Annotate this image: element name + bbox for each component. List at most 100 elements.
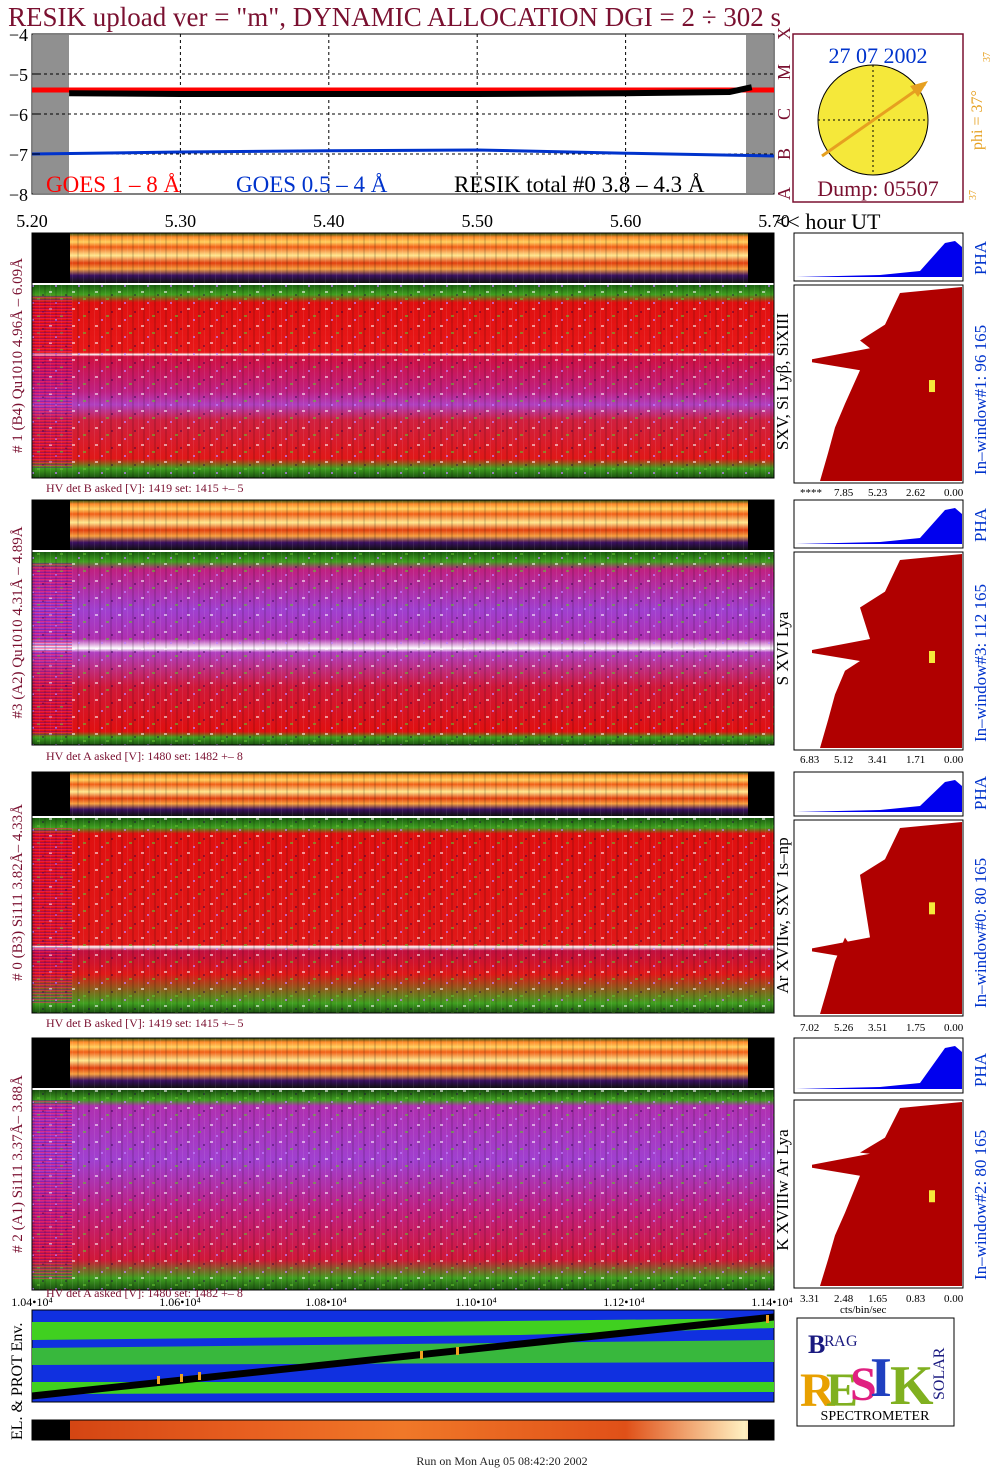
pha-histogram xyxy=(796,241,962,277)
spectrum-axis-label: 3.31 xyxy=(800,1293,819,1305)
line-identification: S XVI Lya xyxy=(773,611,792,685)
channel-side-label: # 2 (A1) Si111 3.37Å– 3.88Å xyxy=(10,1075,26,1253)
line-identification: SXV, Si Lyβ, SiXIII xyxy=(773,313,792,451)
pha-histogram xyxy=(796,1046,962,1089)
spectrogram-noise xyxy=(32,552,774,745)
sun-date: 27 07 2002 xyxy=(829,43,928,68)
env-marker-5 xyxy=(456,1347,459,1355)
spectrum-unit-label: cts/bin/sec xyxy=(840,1304,887,1316)
time-strip-gap-left xyxy=(32,1038,70,1088)
spectrum-axis-label: 1.71 xyxy=(906,754,925,766)
time-strip-gap-left xyxy=(32,233,70,283)
spectrum-axis-label: 5.12 xyxy=(834,754,853,766)
time-strip-gap-left xyxy=(32,772,70,816)
spectrum-axis-label: 0.00 xyxy=(944,1022,964,1034)
env-marker-1 xyxy=(157,1376,160,1384)
spectrum-axis-label: 5.26 xyxy=(834,1022,854,1034)
spectrum-marker xyxy=(929,1190,935,1203)
env-label: EL. & PROT Env. xyxy=(9,1323,26,1440)
sun-panel: 27 07 2002 Dump: 05507 phi = 37° 37 37 xyxy=(792,33,993,203)
pha-label: PHA xyxy=(971,507,990,542)
arrow-head-icon xyxy=(910,81,928,97)
x-tick-label: 5.40 xyxy=(313,211,345,231)
spectrogram-noise xyxy=(32,818,774,1013)
pha-histogram xyxy=(796,780,962,812)
goes-class-label: X xyxy=(774,27,794,40)
env-x-tick-label: 1.04•10⁴ xyxy=(11,1295,52,1309)
in-window-label: In–window#2: 80 165 xyxy=(971,1130,990,1280)
spectrogram-noise xyxy=(32,1090,774,1290)
env-x-tick-label: 1.06•10⁴ xyxy=(159,1295,200,1309)
y-tick-label: −8 xyxy=(9,185,28,205)
series-line-1 xyxy=(31,148,775,158)
env-trend-line xyxy=(31,1313,775,1400)
y-tick-label: −4 xyxy=(9,25,28,45)
x-tick-label: 5.50 xyxy=(461,211,493,231)
logo-letter-e: E xyxy=(826,1364,858,1417)
env-green-mid xyxy=(32,1340,774,1365)
logo-letter-k: K xyxy=(890,1355,934,1417)
phi-scale-top: 37 xyxy=(982,52,993,62)
x-tick-label: 5.20 xyxy=(16,211,48,231)
environment-panel: 1.04•10⁴ 1.06•10⁴ 1.08•10⁴ 1.10•10⁴ 1.12•10⁴… xyxy=(9,1295,793,1441)
pha-histogram xyxy=(796,508,962,544)
channel-frame xyxy=(31,1037,775,1291)
env-x-ticks: 1.04•10⁴ 1.06•10⁴ 1.08•10⁴ 1.10•10⁴ 1.12•10⁴… xyxy=(11,1295,792,1309)
hv-status: HV det A asked [V]: 1480 set: 1482 +– 8 xyxy=(46,1286,243,1300)
spectrogram-left-band xyxy=(32,562,72,735)
light-curve-panel: −4 −5 −6 −7 −8 5.20 5.30 5.40 5.50 5.60 5.70 X M C B… xyxy=(9,25,881,234)
logo-solar: SOLAR xyxy=(931,1347,948,1400)
time-strip-gap-right xyxy=(748,500,774,550)
channel-side-label: # 1 (B4) Qu1010 4.96Å – 6.09Å xyxy=(10,258,26,453)
goes-class-labels: X M C B A xyxy=(774,27,794,200)
channel-0: HV det B asked [V]: 1419 set: 1415 +– 5 #… xyxy=(10,232,990,499)
env-green-top xyxy=(32,1318,774,1340)
footer-timestamp: Run on Mon Aug 05 08:42:20 2002 xyxy=(416,1454,588,1468)
x-axis-unit: << hour UT xyxy=(775,209,881,234)
in-window-label: In–window#0: 80 165 xyxy=(971,858,990,1008)
pha-label: PHA xyxy=(971,1052,990,1087)
channel-3: HV det A asked [V]: 1480 set: 1482 +– 8 #… xyxy=(10,1037,990,1305)
y-tick-label: −5 xyxy=(9,65,28,85)
goes-class-label: A xyxy=(774,187,794,200)
spectrum-axis-label: 5.23 xyxy=(868,487,888,499)
spectrum-profile xyxy=(812,822,962,1014)
page-title: RESIK upload ver = "m", DYNAMIC ALLOCATI… xyxy=(8,2,782,32)
time-strip-texture xyxy=(32,1038,774,1088)
channel-frame xyxy=(31,232,775,479)
spectrum-axis-label: 3.51 xyxy=(868,1022,887,1034)
logo-letter-g: G xyxy=(846,1333,858,1350)
light-curve-x-ticks: 5.20 5.30 5.40 5.50 5.60 5.70 xyxy=(16,211,790,231)
logo-letter-r1: R xyxy=(824,1333,835,1350)
light-curve-series xyxy=(31,84,775,158)
channel-frame xyxy=(31,771,775,1014)
spectrum-axis-label: 0.00 xyxy=(944,1293,964,1305)
env-green-bottom xyxy=(32,1382,774,1394)
light-curve-y-ticks: −4 −5 −6 −7 −8 xyxy=(9,25,40,205)
spectrum-profile xyxy=(812,287,962,481)
pha-label: PHA xyxy=(971,775,990,810)
time-strip-texture xyxy=(32,233,774,283)
channel-side-label: #3 (A2) Qu1010 4.31Å – 4.89Å xyxy=(10,526,26,718)
spectrum-axis-label: 7.85 xyxy=(834,487,854,499)
line-identification: Ar XVIIw, SXV 1s–np xyxy=(773,837,792,993)
channel-frame xyxy=(31,499,775,746)
env-marker-2 xyxy=(180,1374,183,1382)
spectrum-profile xyxy=(812,554,962,748)
logo-word: SPECTROMETER xyxy=(821,1409,931,1424)
x-tick-label: 5.30 xyxy=(165,211,197,231)
x-tick-label: 5.60 xyxy=(610,211,642,231)
y-tick-label: −6 xyxy=(9,105,28,125)
sun-direction-arrow xyxy=(821,82,926,158)
resik-logo: B R A G R E S I K SOLAR SPECTROMETER xyxy=(796,1317,955,1427)
spectrum-profile xyxy=(812,1102,962,1286)
y-tick-label: −7 xyxy=(9,145,28,165)
time-strip-texture xyxy=(32,500,774,550)
logo-letter-s: S xyxy=(850,1358,877,1411)
dump-number: Dump: 05507 xyxy=(817,176,939,201)
hv-status: HV det A asked [V]: 1480 set: 1482 +– 8 xyxy=(46,749,243,763)
pha-label: PHA xyxy=(971,240,990,275)
logo-letter-b: B xyxy=(808,1330,825,1359)
logo-letter-a1: A xyxy=(834,1333,846,1350)
